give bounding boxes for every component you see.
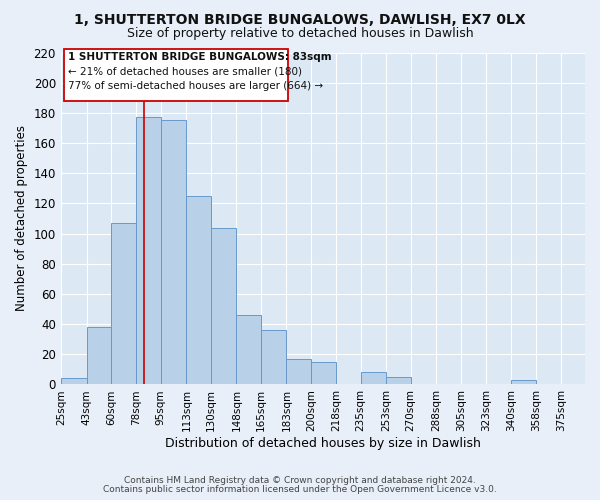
Bar bbox=[361, 372, 386, 384]
Bar bbox=[86, 327, 111, 384]
Bar bbox=[286, 359, 311, 384]
Y-axis label: Number of detached properties: Number of detached properties bbox=[15, 126, 28, 312]
Bar bbox=[211, 228, 236, 384]
Bar bbox=[187, 196, 211, 384]
Bar bbox=[136, 118, 161, 384]
Text: ← 21% of detached houses are smaller (180): ← 21% of detached houses are smaller (18… bbox=[68, 66, 302, 76]
Text: Contains public sector information licensed under the Open Government Licence v3: Contains public sector information licen… bbox=[103, 485, 497, 494]
Bar bbox=[261, 330, 286, 384]
Bar bbox=[511, 380, 536, 384]
Text: 1 SHUTTERTON BRIDGE BUNGALOWS: 83sqm: 1 SHUTTERTON BRIDGE BUNGALOWS: 83sqm bbox=[68, 52, 332, 62]
Bar bbox=[311, 362, 337, 384]
Text: Size of property relative to detached houses in Dawlish: Size of property relative to detached ho… bbox=[127, 28, 473, 40]
Text: 77% of semi-detached houses are larger (664) →: 77% of semi-detached houses are larger (… bbox=[68, 81, 323, 91]
Text: 1, SHUTTERTON BRIDGE BUNGALOWS, DAWLISH, EX7 0LX: 1, SHUTTERTON BRIDGE BUNGALOWS, DAWLISH,… bbox=[74, 12, 526, 26]
Bar bbox=[386, 377, 411, 384]
X-axis label: Distribution of detached houses by size in Dawlish: Distribution of detached houses by size … bbox=[165, 437, 481, 450]
Bar bbox=[111, 223, 136, 384]
Bar bbox=[161, 120, 187, 384]
Text: Contains HM Land Registry data © Crown copyright and database right 2024.: Contains HM Land Registry data © Crown c… bbox=[124, 476, 476, 485]
FancyBboxPatch shape bbox=[64, 50, 288, 101]
Bar bbox=[61, 378, 86, 384]
Bar bbox=[236, 315, 261, 384]
